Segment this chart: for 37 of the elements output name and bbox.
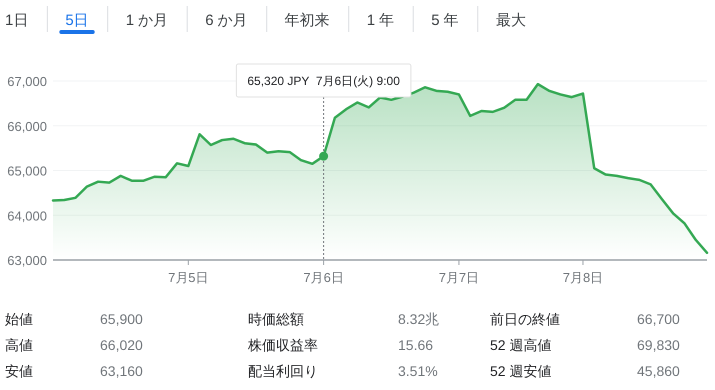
text: 8.32兆 (398, 311, 440, 327)
y-tick-label: 65,000 (7, 164, 47, 178)
text: 配当利回り (248, 363, 318, 379)
y-tick-label: 66,000 (7, 118, 47, 134)
text: 年初来 (284, 12, 330, 29)
text: 1日 (5, 12, 28, 29)
text: 始値 (5, 311, 33, 327)
annotation: 65,320 JPY 7月6日(火) 9:00 (247, 74, 400, 88)
text: 5日 (65, 12, 89, 29)
text: 株価収益率 (247, 337, 318, 353)
text: 15.66 (398, 337, 434, 353)
text: 安値 (5, 363, 33, 379)
text: 最大 (496, 12, 526, 29)
text: 1 か月 (126, 12, 168, 29)
tooltip: 65,320 JPY 7月6日(火) 9:00 (236, 64, 412, 98)
x-tick-label: 7月8日 (562, 270, 604, 285)
y-tick-label: 67,000 (7, 74, 47, 89)
text: 5 年 (431, 12, 459, 29)
text: 高値 (5, 337, 33, 353)
text: 65,900 (100, 311, 144, 327)
text: 63,160 (100, 363, 144, 379)
text: 66,700 (637, 311, 680, 327)
text: 45,860 (637, 363, 680, 379)
text: 6 か月 (205, 12, 248, 29)
y-tick-label: 64,000 (7, 208, 47, 224)
x-tick-label: 7月6日 (303, 270, 344, 285)
text: 69,830 (637, 337, 680, 353)
text: 前日の終値 (490, 311, 560, 327)
text: 52 週安値 (490, 363, 552, 379)
text: 1 年 (366, 12, 394, 29)
x-tick-label: 7月7日 (438, 270, 480, 285)
text: 時価総額 (248, 311, 304, 327)
y-tick-label: 63,000 (7, 253, 47, 268)
text: 3.51% (398, 363, 438, 379)
text: 52 週高値 (490, 337, 552, 353)
x-tick-label: 7月5日 (168, 270, 209, 285)
text: 66,020 (100, 337, 144, 353)
